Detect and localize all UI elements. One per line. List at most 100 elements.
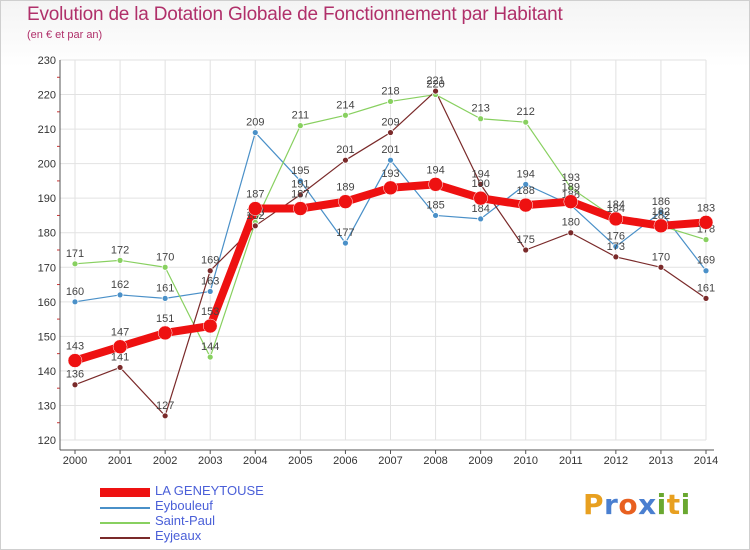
data-point-la-geneytouse	[428, 177, 443, 192]
y-tick-label: 190	[38, 193, 56, 205]
data-label-eybouleuf: 209	[246, 117, 264, 129]
y-tick-label: 220	[38, 90, 56, 102]
logo-letter: P	[583, 488, 605, 521]
data-label-la-geneytouse: 182	[652, 206, 670, 218]
data-point-eyjeaux	[567, 229, 575, 237]
data-point-la-geneytouse	[157, 325, 173, 341]
data-label-saint-paul: 218	[381, 85, 399, 97]
data-point-eyjeaux	[522, 246, 530, 254]
data-label-eybouleuf: 176	[607, 231, 625, 243]
x-tick-label: 2009	[468, 455, 492, 467]
data-point-la-geneytouse	[698, 215, 714, 230]
y-tick-label: 150	[38, 331, 56, 343]
y-tick-label: 210	[38, 124, 56, 136]
data-point-eyjeaux	[657, 263, 665, 271]
y-tick-label: 200	[38, 159, 56, 171]
data-point-saint-paul	[161, 263, 169, 271]
data-point-eyjeaux	[702, 294, 710, 302]
legend-label: Eybouleuf	[155, 498, 213, 513]
data-point-eybouleuf	[387, 156, 394, 164]
data-label-eybouleuf: 160	[66, 286, 84, 298]
data-label-eybouleuf: 184	[471, 203, 489, 215]
data-label-eyjeaux: 141	[111, 351, 129, 363]
data-label-saint-paul: 172	[111, 244, 129, 256]
data-point-eybouleuf	[116, 291, 124, 299]
data-point-eybouleuf	[702, 267, 710, 275]
data-label-saint-paul: 144	[201, 341, 219, 353]
y-tick-label: 120	[38, 435, 56, 447]
logo-letter: i	[680, 488, 691, 521]
data-point-la-geneytouse	[518, 197, 533, 213]
data-point-eyjeaux	[251, 222, 259, 230]
data-label-la-geneytouse: 188	[517, 185, 535, 197]
y-tick-label: 230	[38, 55, 56, 67]
data-point-la-geneytouse	[112, 339, 128, 354]
data-point-la-geneytouse	[383, 180, 398, 196]
legend-label: LA GENEYTOUSE	[155, 483, 264, 498]
logo-letter: i	[656, 488, 667, 521]
y-tick-label: 170	[38, 262, 56, 274]
legend-swatch-eybouleuf	[100, 507, 150, 509]
chart-title: Evolution de la Dotation Globale de Fonc…	[27, 4, 563, 25]
data-point-la-geneytouse	[338, 194, 353, 209]
data-point-saint-paul	[567, 184, 575, 192]
data-point-eybouleuf	[161, 294, 169, 302]
proxiti-logo: Proxiti	[583, 488, 691, 521]
x-tick-label: 2008	[423, 455, 447, 467]
data-label-eyjeaux: 173	[607, 241, 625, 253]
data-point-saint-paul	[206, 353, 214, 361]
x-tick-label: 2011	[559, 455, 583, 467]
data-point-la-geneytouse	[653, 218, 669, 234]
data-label-la-geneytouse: 189	[336, 182, 354, 194]
data-label-saint-paul: 193	[562, 172, 580, 184]
logo-letter: t	[666, 488, 681, 521]
data-point-eyjeaux	[477, 180, 485, 188]
data-label-la-geneytouse: 151	[156, 313, 174, 325]
data-point-saint-paul	[702, 236, 710, 244]
data-label-la-geneytouse: 190	[471, 178, 489, 190]
data-point-eyjeaux	[296, 191, 304, 199]
data-point-la-geneytouse	[563, 194, 579, 209]
data-label-eybouleuf: 201	[381, 144, 399, 156]
data-label-saint-paul: 170	[156, 251, 174, 263]
x-tick-label: 2000	[63, 455, 87, 467]
x-tick-label: 2010	[513, 455, 537, 467]
data-point-la-geneytouse	[248, 201, 263, 216]
data-point-eybouleuf	[296, 177, 304, 185]
y-tick-label: 180	[38, 228, 56, 240]
data-label-eyjeaux: 170	[652, 251, 670, 263]
x-tick-label: 2007	[378, 455, 402, 467]
data-point-eybouleuf	[477, 215, 485, 223]
data-point-saint-paul	[71, 260, 79, 268]
data-point-eyjeaux	[116, 364, 124, 371]
data-label-la-geneytouse: 147	[111, 327, 129, 339]
legend-swatch-saint-paul	[100, 522, 150, 524]
data-label-eybouleuf: 162	[111, 279, 129, 291]
logo-letter: o	[618, 488, 639, 521]
x-tick-label: 2002	[153, 455, 177, 467]
data-label-saint-paul: 212	[517, 106, 535, 118]
legend-swatch-la-geneytouse	[100, 488, 150, 497]
data-point-saint-paul	[387, 98, 394, 105]
data-label-la-geneytouse: 187	[291, 189, 309, 201]
data-point-la-geneytouse	[202, 318, 218, 334]
data-point-la-geneytouse	[293, 201, 308, 216]
logo-letter: x	[638, 488, 657, 521]
data-point-eybouleuf	[657, 208, 665, 216]
data-label-la-geneytouse: 189	[562, 182, 580, 194]
data-label-la-geneytouse: 194	[426, 164, 444, 176]
data-label-eybouleuf: 163	[201, 275, 219, 287]
x-tick-label: 2012	[604, 455, 628, 467]
x-tick-label: 2004	[243, 455, 267, 467]
data-label-eybouleuf: 195	[291, 165, 309, 177]
x-tick-label: 2014	[694, 455, 718, 467]
data-label-eybouleuf: 194	[517, 168, 535, 180]
data-point-eybouleuf	[342, 239, 349, 247]
x-tick-label: 2005	[288, 455, 312, 467]
data-point-la-geneytouse	[473, 190, 488, 206]
data-point-eyjeaux	[71, 381, 79, 389]
data-point-eybouleuf	[71, 298, 79, 306]
data-label-la-geneytouse: 143	[66, 341, 84, 353]
plot-area	[60, 60, 706, 440]
